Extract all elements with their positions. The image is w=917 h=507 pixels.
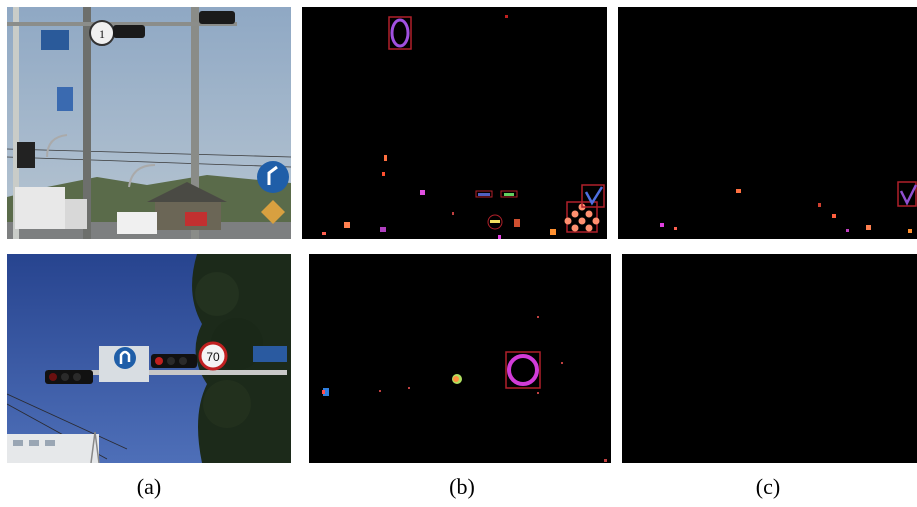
detection-map-bottom-b (309, 254, 611, 463)
caption-a: (a) (136, 474, 162, 499)
svg-text:70: 70 (206, 350, 220, 364)
caption-b: (b) (449, 474, 475, 499)
street-scene-bottom-photo: 70 (7, 254, 291, 463)
svg-text:1: 1 (99, 27, 105, 41)
caption-c: (c) (755, 474, 781, 499)
detection-map-bottom-c (622, 254, 917, 463)
detection-map-top-b (302, 7, 607, 239)
street-scene-top-photo: 1 (7, 7, 291, 239)
detection-map-top-c (618, 7, 917, 239)
